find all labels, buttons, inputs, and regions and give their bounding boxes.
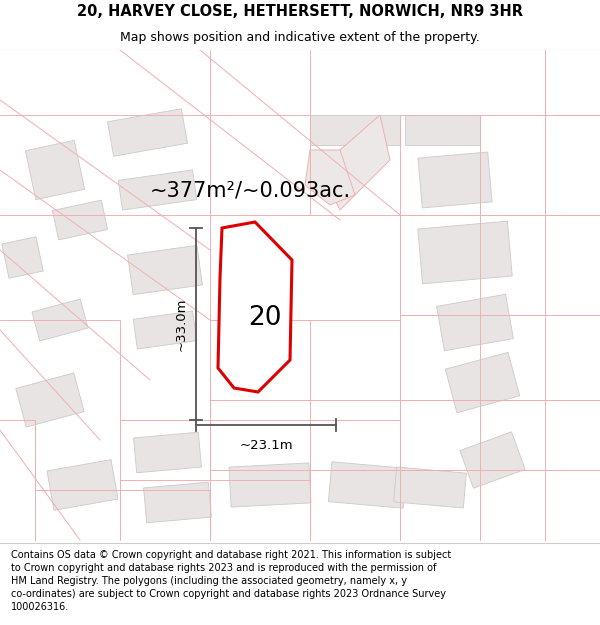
Polygon shape [437, 294, 514, 351]
Polygon shape [460, 432, 525, 488]
Polygon shape [305, 150, 355, 205]
Polygon shape [118, 170, 197, 210]
Polygon shape [143, 482, 211, 522]
Polygon shape [133, 311, 197, 349]
Polygon shape [16, 373, 84, 427]
Polygon shape [310, 115, 400, 145]
Polygon shape [229, 463, 311, 507]
Polygon shape [107, 109, 187, 156]
Polygon shape [330, 115, 390, 210]
Polygon shape [328, 462, 407, 508]
Text: 20, HARVEY CLOSE, HETHERSETT, NORWICH, NR9 3HR: 20, HARVEY CLOSE, HETHERSETT, NORWICH, N… [77, 4, 523, 19]
Polygon shape [2, 237, 43, 278]
Text: ~33.0m: ~33.0m [175, 298, 188, 351]
Text: Contains OS data © Crown copyright and database right 2021. This information is : Contains OS data © Crown copyright and d… [11, 549, 451, 612]
Polygon shape [128, 246, 202, 294]
Text: Map shows position and indicative extent of the property.: Map shows position and indicative extent… [120, 31, 480, 44]
Polygon shape [47, 459, 118, 511]
Polygon shape [418, 152, 492, 208]
Polygon shape [134, 432, 202, 472]
Polygon shape [394, 467, 466, 508]
Polygon shape [445, 352, 520, 412]
Text: 20: 20 [248, 305, 282, 331]
Polygon shape [405, 115, 480, 145]
Polygon shape [218, 222, 292, 392]
Text: ~377m²/~0.093ac.: ~377m²/~0.093ac. [150, 180, 351, 200]
Polygon shape [32, 299, 88, 341]
Text: ~23.1m: ~23.1m [239, 439, 293, 452]
Polygon shape [418, 221, 512, 284]
Polygon shape [25, 141, 85, 199]
Polygon shape [52, 200, 107, 240]
